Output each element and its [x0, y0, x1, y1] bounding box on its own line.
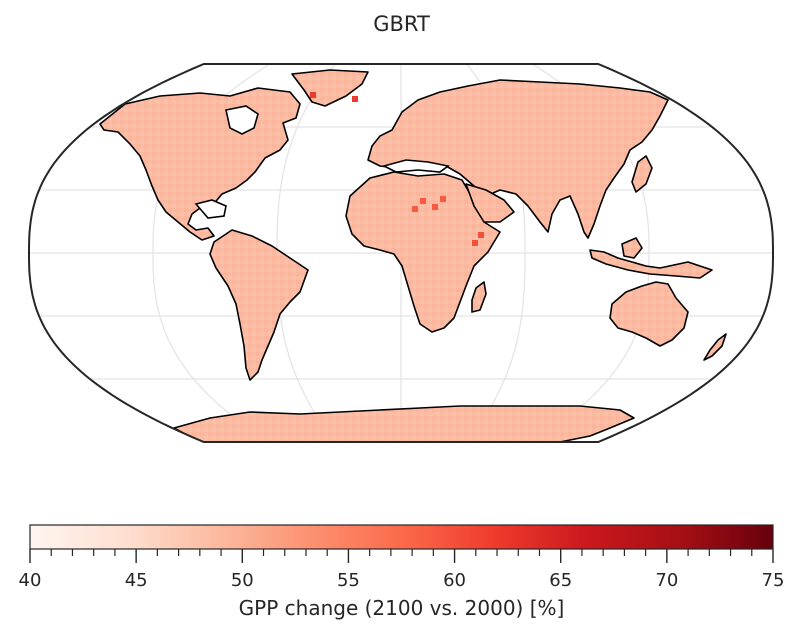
- landmass-madagascar: [471, 281, 487, 313]
- landmass-antarctica: [173, 405, 635, 442]
- hudson-bay: [225, 105, 259, 135]
- hotspot-pixel: [412, 206, 418, 212]
- landmass-indonesia: [589, 249, 713, 279]
- landmass-arabia: [465, 183, 515, 223]
- colorbar-bar: [29, 524, 774, 550]
- colorbar-tick-label: 50: [231, 570, 254, 591]
- colorbar: 40 45 50 55 60 65 70 75: [19, 524, 785, 591]
- landmass-new-zealand: [703, 333, 727, 361]
- hotspot-pixel: [440, 196, 446, 202]
- colorbar-minor-ticks: [50, 549, 753, 556]
- landmass-north-america: [99, 87, 301, 241]
- colorbar-ticks: 40 45 50 55 60 65 70 75: [19, 549, 785, 591]
- hotspot-pixel: [352, 96, 358, 102]
- landmass-africa: [345, 171, 501, 333]
- colorbar-tick-label: 75: [762, 570, 785, 591]
- landmass-australia: [609, 281, 689, 347]
- mediterranean: [381, 159, 450, 173]
- landmass-japan: [631, 155, 653, 193]
- inland-water: [194, 105, 450, 219]
- hotspot-pixel: [432, 204, 438, 210]
- hotspot-pixel: [472, 240, 478, 246]
- gulf-of-mexico: [194, 199, 227, 219]
- colorbar-tick-label: 45: [125, 570, 148, 591]
- map-title: GBRT: [373, 12, 430, 36]
- colorbar-tick-label: 40: [19, 570, 42, 591]
- map-frame: [28, 63, 774, 443]
- colorbar-tick-label: 55: [337, 570, 360, 591]
- hotspot-pixel: [420, 198, 426, 204]
- land-masses: [99, 69, 727, 442]
- colorbar-tick-label: 70: [655, 570, 678, 591]
- map-hotspots: [310, 92, 484, 246]
- colorbar-label: GPP change (2100 vs. 2000) [%]: [238, 596, 565, 620]
- colorbar-tick-label: 60: [443, 570, 466, 591]
- hotspot-pixel: [478, 232, 484, 238]
- landmass-borneo: [621, 237, 643, 259]
- colorbar-tick-label: 65: [549, 570, 572, 591]
- hotspot-pixel: [310, 92, 316, 98]
- landmass-south-america: [209, 229, 309, 381]
